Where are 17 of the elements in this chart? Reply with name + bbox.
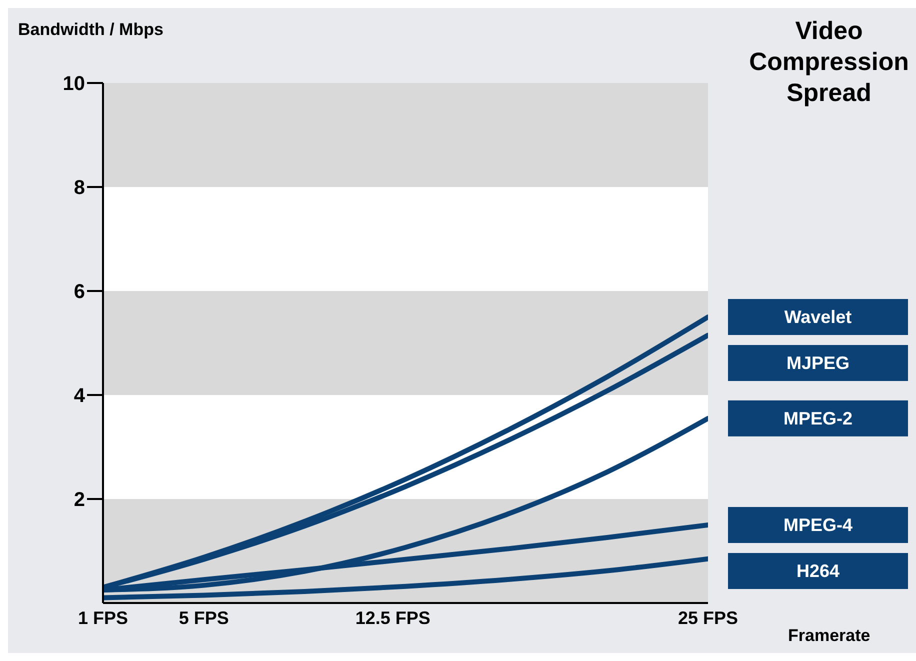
text: Wavelet — [784, 307, 852, 327]
y-tick-label: 6 — [74, 281, 85, 304]
y-tick-label: 4 — [74, 385, 86, 408]
x-axis-title: Framerate — [788, 626, 870, 646]
text: MJPEG — [786, 353, 850, 373]
y-tick-label: 10 — [62, 73, 85, 96]
y-axis-title: Bandwidth / Mbps — [18, 20, 164, 40]
x-tick-label: 25 FPS — [678, 608, 738, 628]
text: Video Compression Spread — [748, 16, 910, 109]
x-tick-label: 12.5 FPS — [355, 608, 430, 628]
text: MPEG-4 — [783, 515, 853, 535]
x-tick-label: 5 FPS — [178, 608, 229, 628]
x-tick-label: 1 FPS — [78, 608, 128, 628]
y-tick-label: 2 — [74, 489, 85, 512]
text: MPEG-2 — [783, 408, 853, 428]
text: H264 — [796, 561, 840, 581]
y-tick-label: 8 — [74, 177, 85, 200]
